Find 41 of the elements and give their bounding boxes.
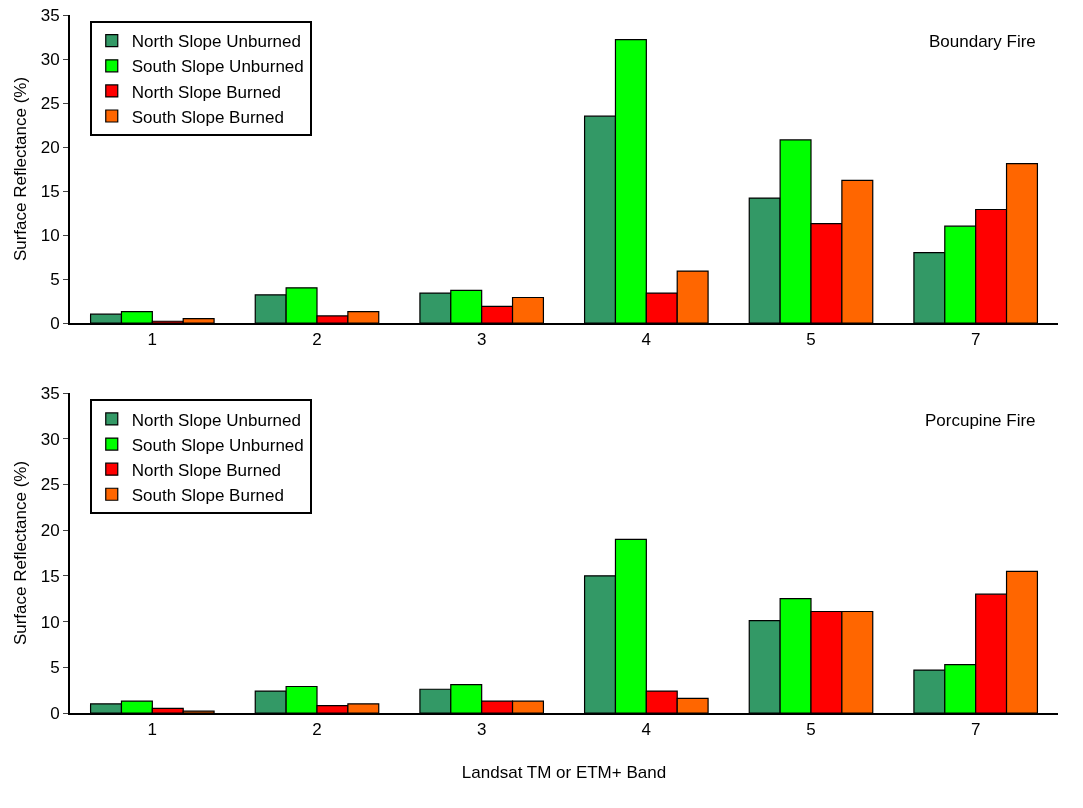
y-tick-label: 5	[50, 658, 60, 678]
y-tick-label: 30	[40, 49, 60, 69]
y-tick-label: 25	[40, 475, 60, 495]
y-tick-label: 15	[40, 566, 60, 586]
x-tick-label: 1	[147, 720, 158, 740]
x-tick-label: 1	[147, 330, 158, 350]
y-tick-label: 15	[40, 181, 60, 201]
legend-label: South Slope Burned	[131, 107, 284, 127]
x-tick-label: 4	[641, 720, 652, 740]
y-tick-label: 10	[40, 612, 60, 632]
y-tick-label: 0	[50, 313, 60, 333]
x-tick-label: 7	[970, 330, 981, 350]
y-axis-title: Surface Reflectance (%)	[10, 460, 30, 646]
y-tick-label: 20	[40, 521, 60, 541]
x-tick-label: 5	[806, 330, 816, 350]
legend-label: North Slope Burned	[131, 460, 282, 480]
legend-label: South Slope Unburned	[131, 435, 304, 455]
legend-label: North Slope Burned	[131, 82, 282, 102]
y-tick-label: 0	[50, 703, 60, 723]
legend-label: North Slope Unburned	[131, 32, 301, 52]
annotation: Porcupine Fire	[925, 411, 1036, 430]
y-tick-label: 10	[40, 225, 60, 245]
y-tick-label: 25	[40, 93, 60, 113]
annotation: Boundary Fire	[929, 32, 1036, 51]
legend-label: South Slope Burned	[131, 485, 284, 505]
x-tick-label: 7	[970, 720, 981, 740]
y-tick-label: 20	[40, 137, 60, 157]
legend-label: South Slope Unburned	[131, 57, 304, 77]
x-tick-label: 4	[641, 330, 652, 350]
y-axis-title: Surface Reflectance (%)	[10, 76, 30, 262]
x-tick-label: 2	[312, 720, 322, 740]
y-tick-label: 35	[40, 383, 60, 403]
x-tick-label: 2	[312, 330, 322, 350]
x-tick-label: 5	[806, 720, 816, 740]
x-tick-label: 3	[476, 330, 487, 350]
x-tick-label: 3	[476, 720, 487, 740]
y-tick-label: 30	[40, 429, 60, 449]
legend-label: North Slope Unburned	[131, 410, 301, 430]
x-axis-title: Landsat TM or ETM+ Band	[461, 763, 667, 783]
y-tick-label: 35	[40, 5, 60, 25]
y-tick-label: 5	[50, 269, 60, 289]
